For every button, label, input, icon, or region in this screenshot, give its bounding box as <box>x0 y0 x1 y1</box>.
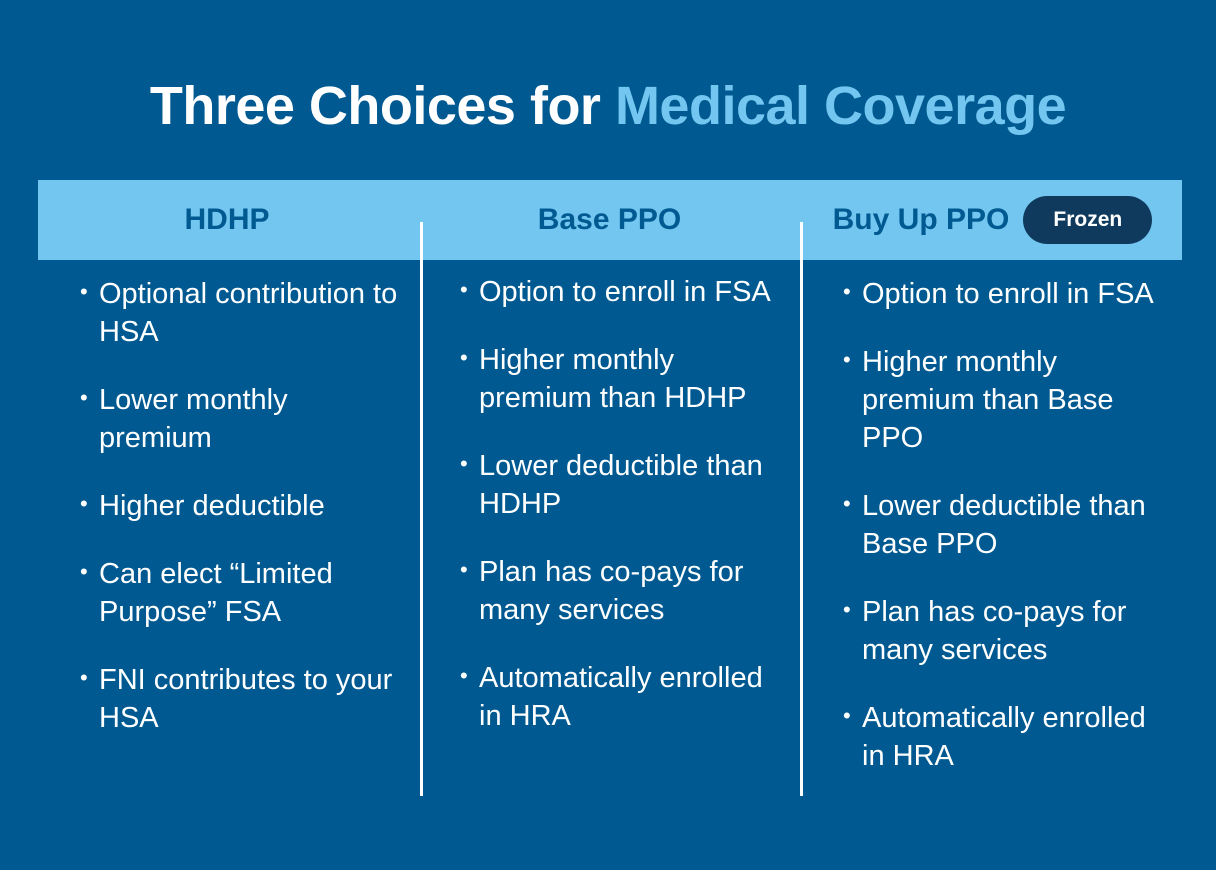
column-header-base-ppo: Base PPO <box>421 180 798 260</box>
column-header-label: Buy Up PPO <box>832 203 1010 236</box>
list-item: Optional contribution to HSA <box>79 273 401 351</box>
base-ppo-feature-list: Option to enroll in FSA Higher monthly p… <box>459 271 781 765</box>
list-item: Higher monthly premium than HDHP <box>459 339 781 417</box>
list-item: Automatically enrolled in HRA <box>459 657 781 735</box>
list-item: Lower deductible than HDHP <box>459 445 781 523</box>
list-item: Option to enroll in FSA <box>842 273 1164 313</box>
column-header-buy-up-ppo: Buy Up PPO Frozen <box>803 180 1182 260</box>
column-header-label: Base PPO <box>537 203 682 236</box>
header-band <box>38 180 1182 260</box>
page-title: Three Choices for Medical Coverage <box>0 70 1216 142</box>
title-main: Three Choices for <box>149 76 615 136</box>
hdhp-feature-list: Optional contribution to HSA Lower month… <box>79 273 401 767</box>
list-item: Higher deductible <box>79 485 401 525</box>
buy-up-ppo-feature-list: Option to enroll in FSA Higher monthly p… <box>842 273 1164 805</box>
list-item: Plan has co-pays for many services <box>459 551 781 629</box>
list-item: Lower monthly premium <box>79 379 401 457</box>
list-item: Option to enroll in FSA <box>459 271 781 311</box>
column-header-hdhp: HDHP <box>38 180 416 260</box>
title-accent: Medical Coverage <box>614 76 1067 136</box>
list-item: Can elect “Limited Purpose” FSA <box>79 553 401 631</box>
column-header-label: HDHP <box>184 203 270 236</box>
list-item: Automatically enrolled in HRA <box>842 697 1164 775</box>
column-divider <box>800 222 803 796</box>
list-item: FNI contributes to your HSA <box>79 659 401 737</box>
column-divider <box>420 222 423 796</box>
list-item: Plan has co-pays for many services <box>842 591 1164 669</box>
frozen-badge: Frozen <box>1023 196 1153 244</box>
list-item: Lower deductible than Base PPO <box>842 485 1164 563</box>
list-item: Higher monthly premium than Base PPO <box>842 341 1164 457</box>
